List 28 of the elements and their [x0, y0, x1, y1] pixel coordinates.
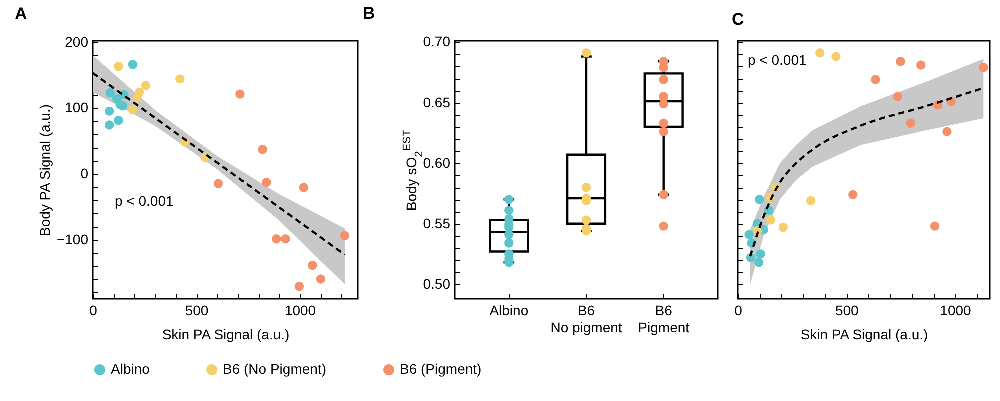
y-tick-label: 0: [80, 165, 89, 182]
y-tick-label: 100: [65, 100, 89, 116]
y-tick-label: 0.55: [423, 215, 451, 232]
x-tick-label: 500: [835, 302, 860, 318]
x-tick-label: 500: [185, 302, 209, 318]
x-tick-label: 1000: [284, 302, 316, 318]
y-axis-title: Body PA Signal (a.u.): [36, 104, 53, 237]
x-tick-label: 1000: [940, 302, 972, 318]
x-axis-title: Skin PA Signal (a.u.): [162, 326, 290, 342]
y-tick-label: 0.60: [423, 154, 451, 171]
x-tick-label: B6 No pigment: [550, 302, 622, 336]
annotation: p < 0.001: [748, 52, 807, 68]
x-tick-label: 0: [734, 302, 743, 318]
y-tick-label: 0.70: [423, 34, 451, 50]
chart-title: A: [15, 4, 28, 24]
legend-label: B6 (No Pigment): [223, 361, 326, 377]
y-tick-label: 0.65: [423, 94, 451, 110]
y-tick-label: 200: [65, 34, 89, 50]
y-tick-label: −100: [56, 231, 89, 248]
chart-title: B: [363, 4, 376, 24]
x-tick-label: B6 Pigment: [638, 302, 690, 336]
y-tick-label: 0.50: [423, 276, 451, 292]
x-axis-title: Skin PA Signal (a.u.): [800, 326, 928, 342]
legend-label: B6 (Pigment): [400, 361, 482, 377]
annotation: p < 0.001: [115, 193, 174, 209]
chart-title: C: [732, 10, 744, 29]
legend-label: Albino: [111, 361, 150, 377]
x-tick-label: Albino: [490, 302, 529, 318]
